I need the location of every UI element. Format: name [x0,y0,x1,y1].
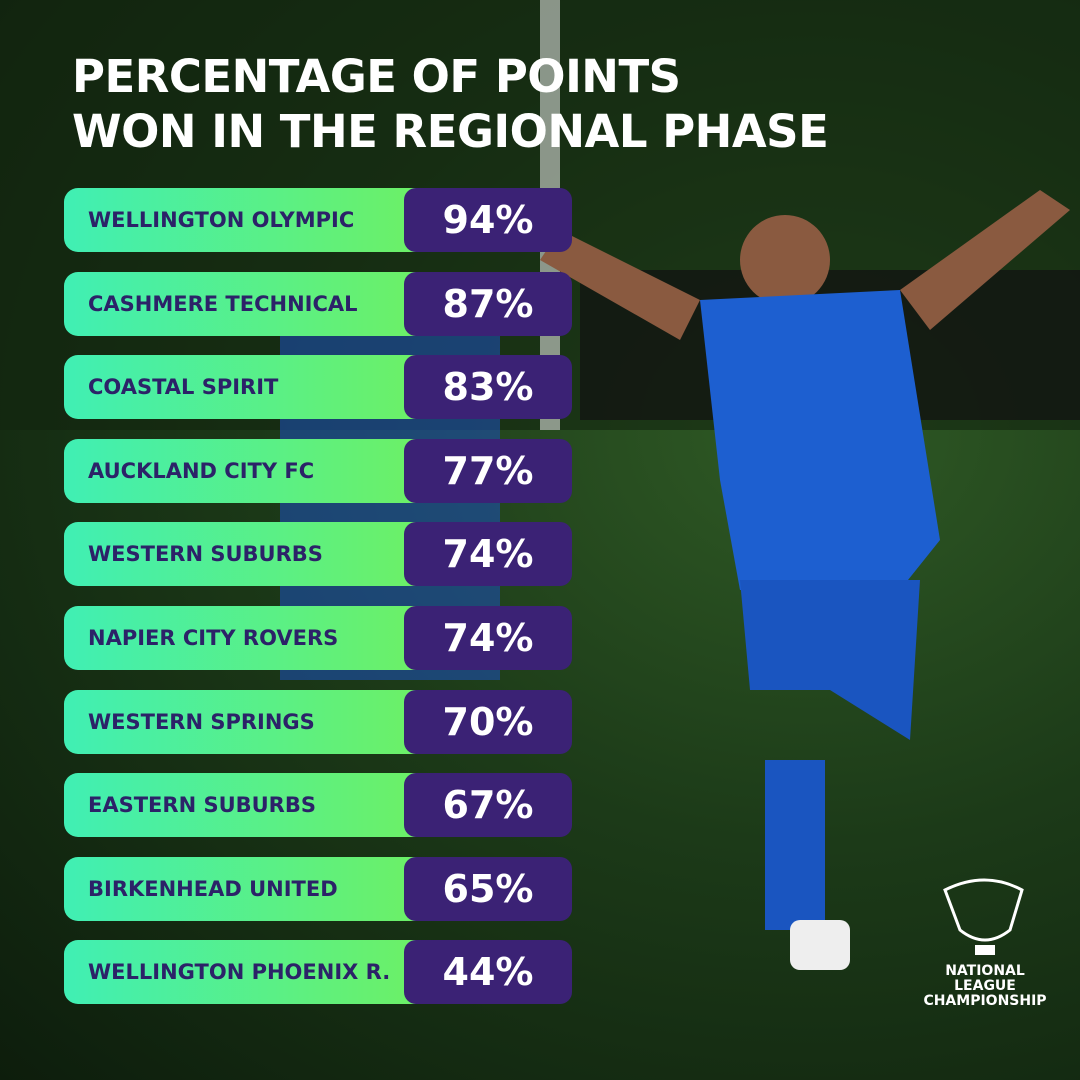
value-box: 94% [404,188,572,252]
percentage: 74% [442,616,534,660]
team-name: CASHMERE TECHNICAL [88,291,358,316]
row: CASHMERE TECHNICAL 87% [64,271,572,336]
row: NAPIER CITY ROVERS 74% [64,606,572,670]
team-pill: BIRKENHEAD UNITED [64,856,464,921]
logo-text: CHAMPIONSHIP [923,993,1047,1009]
value-box: 70% [404,689,572,754]
row: WESTERN SUBURBS 74% [64,522,572,587]
logo-text: LEAGUE [954,978,1016,994]
team-name: EASTERN SUBURBS [88,793,316,818]
team-pill: WELLINGTON PHOENIX R. [64,940,464,1005]
team-pill: NAPIER CITY ROVERS [64,606,464,670]
team-name: WESTERN SUBURBS [88,542,323,567]
logo-text: NATIONAL [945,963,1025,979]
row: WELLINGTON OLYMPIC 94% [64,188,572,252]
value-box: 87% [404,271,572,336]
team-name: AUCKLAND CITY FC [88,458,315,483]
team-name: WELLINGTON OLYMPIC [88,208,355,232]
value-box: 44% [404,940,572,1005]
team-pill: WELLINGTON OLYMPIC [64,188,464,252]
value-box: 65% [404,856,572,921]
team-pill: WESTERN SUBURBS [64,522,464,587]
value-box: 83% [404,355,572,420]
team-name: WELLINGTON PHOENIX R. [88,960,391,985]
percentage: 83% [442,365,534,410]
percentage: 67% [442,783,534,828]
team-name: WESTERN SPRINGS [88,709,315,734]
percentage: 65% [442,866,534,911]
title: WON IN THE REGIONAL PHASE [72,105,829,158]
value-box: 74% [404,606,572,670]
percentage: 70% [442,699,534,744]
row: AUCKLAND CITY FC 77% [64,438,572,503]
team-pill: WESTERN SPRINGS [64,689,464,754]
team-pill: COASTAL SPIRIT [64,355,464,420]
team-pill: AUCKLAND CITY FC [64,438,464,503]
row: COASTAL SPIRIT 83% [64,355,572,420]
row: BIRKENHEAD UNITED 65% [64,856,572,921]
value-box: 74% [404,522,572,587]
team-pill: EASTERN SUBURBS [64,773,464,838]
team-pill: CASHMERE TECHNICAL [64,271,464,336]
team-name: BIRKENHEAD UNITED [88,876,338,901]
title: PERCENTAGE OF POINTS [72,50,681,103]
row: EASTERN SUBURBS 67% [64,773,572,838]
percentage: 94% [442,198,534,242]
row: WELLINGTON PHOENIX R. 44% [64,940,572,1005]
percentage: 74% [442,532,534,577]
percentage: 77% [442,448,534,493]
team-name: COASTAL SPIRIT [88,375,279,400]
row: WESTERN SPRINGS 70% [64,689,572,754]
percentage: 87% [442,281,534,326]
value-box: 77% [404,438,572,503]
value-box: 67% [404,773,572,838]
percentage: 44% [442,950,534,995]
team-name: NAPIER CITY ROVERS [88,626,339,650]
